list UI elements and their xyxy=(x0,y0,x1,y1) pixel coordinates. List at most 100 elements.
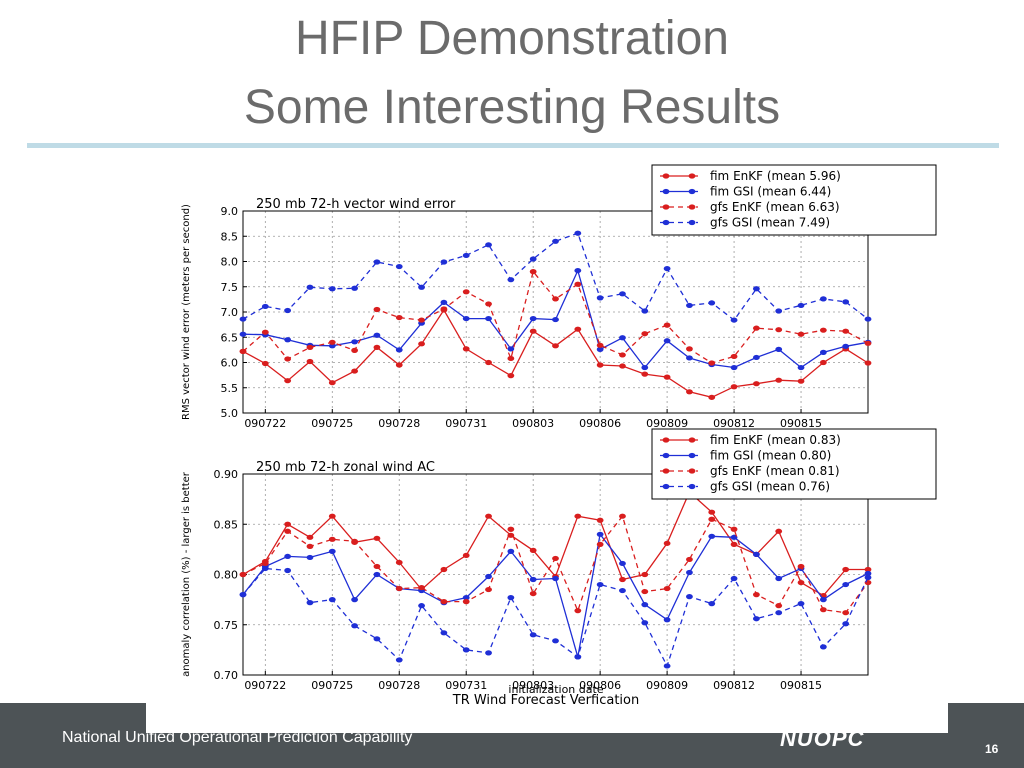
legend-label: fim EnKF (mean 5.96) xyxy=(710,169,841,183)
x-tick-label: 090803 xyxy=(512,417,554,430)
data-point xyxy=(842,343,850,349)
data-point xyxy=(663,265,671,272)
data-point xyxy=(485,315,492,322)
data-point xyxy=(641,602,649,608)
data-point xyxy=(373,306,381,313)
data-point xyxy=(328,286,336,292)
chart-svg: initialization date TR Wind Forecast Ver… xyxy=(181,164,937,708)
data-point xyxy=(864,340,872,346)
data-point xyxy=(440,306,448,312)
data-point xyxy=(730,541,738,547)
data-point xyxy=(641,308,649,314)
data-point xyxy=(529,547,537,553)
data-point xyxy=(596,295,604,301)
series-line xyxy=(242,270,869,364)
legend-marker xyxy=(662,188,670,195)
data-point xyxy=(440,566,448,573)
legend-marker xyxy=(662,219,670,226)
y-tick-label: 8.0 xyxy=(221,256,239,269)
data-point xyxy=(752,286,760,292)
data-point xyxy=(619,352,626,358)
data-point xyxy=(775,610,783,616)
data-point xyxy=(306,554,314,561)
data-point xyxy=(239,331,247,337)
data-point xyxy=(797,378,805,384)
data-point xyxy=(395,263,403,270)
data-point xyxy=(842,621,850,627)
legend-marker xyxy=(688,437,696,443)
legend-marker xyxy=(688,188,696,195)
data-point xyxy=(864,574,872,581)
data-point xyxy=(864,566,872,573)
legend-label: fim EnKF (mean 0.83) xyxy=(710,433,841,447)
legend-label: gfs EnKF (mean 0.81) xyxy=(710,464,840,478)
y-tick-label: 8.5 xyxy=(221,230,239,243)
data-point xyxy=(686,556,693,563)
data-point xyxy=(418,341,425,347)
data-point xyxy=(619,291,626,297)
data-point xyxy=(842,299,850,305)
data-point xyxy=(596,346,604,352)
data-point xyxy=(529,269,537,275)
data-point xyxy=(730,575,738,582)
data-point xyxy=(819,607,827,613)
data-point xyxy=(440,599,448,605)
x-tick-label: 090812 xyxy=(713,417,755,430)
data-point xyxy=(239,592,247,598)
data-point xyxy=(351,538,359,544)
data-point xyxy=(351,285,359,291)
page-number: 16 xyxy=(985,742,999,756)
data-point xyxy=(306,534,314,540)
data-point xyxy=(507,373,515,379)
data-point xyxy=(284,356,292,362)
x-tick-label: 090722 xyxy=(244,679,286,692)
data-point xyxy=(574,267,582,274)
data-point xyxy=(686,355,693,361)
data-point xyxy=(306,358,314,365)
data-point xyxy=(708,300,716,306)
data-point xyxy=(373,636,381,642)
y-tick-label: 0.90 xyxy=(214,468,239,481)
data-point xyxy=(819,296,827,302)
data-point xyxy=(462,552,470,559)
data-point xyxy=(708,601,716,607)
data-point xyxy=(752,592,760,598)
legend-marker xyxy=(688,483,696,490)
x-tick-label: 090815 xyxy=(780,417,822,430)
data-point xyxy=(842,328,850,334)
series-line xyxy=(242,567,869,668)
data-point xyxy=(462,346,470,352)
data-point xyxy=(819,597,827,603)
x-tick-label: 090731 xyxy=(445,417,487,430)
data-point xyxy=(775,575,783,582)
data-point xyxy=(373,563,381,570)
x-tick-label: 090722 xyxy=(244,417,286,430)
legend-marker xyxy=(662,483,670,490)
data-point xyxy=(306,543,314,549)
legend-marker xyxy=(662,173,670,179)
y-tick-label: 0.80 xyxy=(214,569,239,582)
data-point xyxy=(708,394,716,400)
chart-title: 250 mb 72-h zonal wind AC xyxy=(256,460,435,475)
data-point xyxy=(619,335,626,341)
legend-label: gfs EnKF (mean 6.63) xyxy=(710,200,840,214)
data-point xyxy=(619,576,626,583)
data-point xyxy=(819,359,827,366)
data-point xyxy=(306,600,314,606)
data-point xyxy=(552,343,559,349)
data-point xyxy=(775,377,783,383)
data-point xyxy=(552,575,559,582)
data-point xyxy=(574,608,582,614)
data-point xyxy=(485,301,492,307)
legend-marker xyxy=(662,468,670,474)
data-point xyxy=(351,368,359,374)
data-point xyxy=(306,284,314,290)
legend-marker xyxy=(662,437,670,443)
figure-xlabel: initialization date xyxy=(508,683,603,696)
data-point xyxy=(819,644,827,650)
data-point xyxy=(842,610,850,616)
data-point xyxy=(284,553,292,560)
x-tick-label: 090731 xyxy=(445,679,487,692)
data-point xyxy=(574,281,582,287)
chart-title: 250 mb 72-h vector wind error xyxy=(256,197,456,212)
